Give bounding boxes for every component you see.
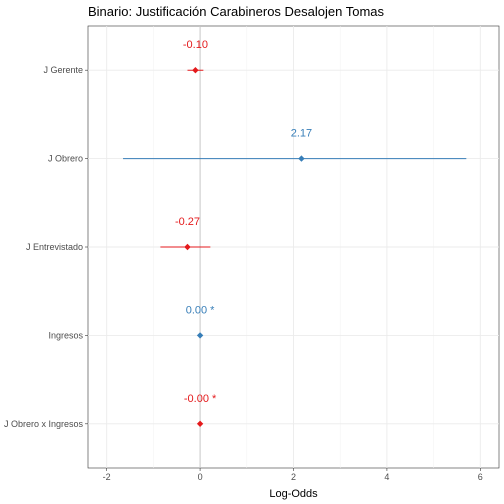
x-tick-label: -2	[103, 472, 111, 482]
y-tick-label: J Entrevistado	[26, 242, 83, 252]
point-estimate	[196, 420, 204, 427]
chart-title: Binario: Justificación Carabineros Desal…	[88, 4, 385, 19]
y-tick-label: Ingresos	[48, 330, 83, 340]
point-estimate	[184, 243, 191, 251]
y-tick-label: J Obrero	[48, 154, 83, 164]
grid-lines	[88, 26, 499, 468]
estimate-label: -0.00 *	[184, 393, 217, 405]
point-estimate	[192, 67, 199, 74]
coefficients: -0.10 2.17 -0.27 0.00 * -0.00 *	[123, 39, 467, 427]
point-estimate	[298, 155, 305, 162]
y-tick-label: J Gerente	[43, 65, 83, 75]
estimate-label: 0.00 *	[186, 304, 215, 316]
x-tick-label: 6	[478, 472, 483, 482]
y-tick-label: J Obrero x Ingresos	[4, 419, 84, 429]
estimate-label: -0.10	[183, 39, 208, 51]
x-axis-title: Log-Odds	[269, 488, 318, 500]
estimate-label: -0.27	[175, 216, 200, 228]
axes: -2 0 2 4 6 J Gerente J Obrero J Entrevistado Ing…	[4, 65, 483, 482]
x-tick-label: 4	[384, 472, 389, 482]
point-estimate	[196, 332, 204, 339]
estimate-label: 2.17	[291, 128, 312, 140]
x-tick-label: 2	[291, 472, 296, 482]
x-tick-label: 0	[198, 472, 203, 482]
